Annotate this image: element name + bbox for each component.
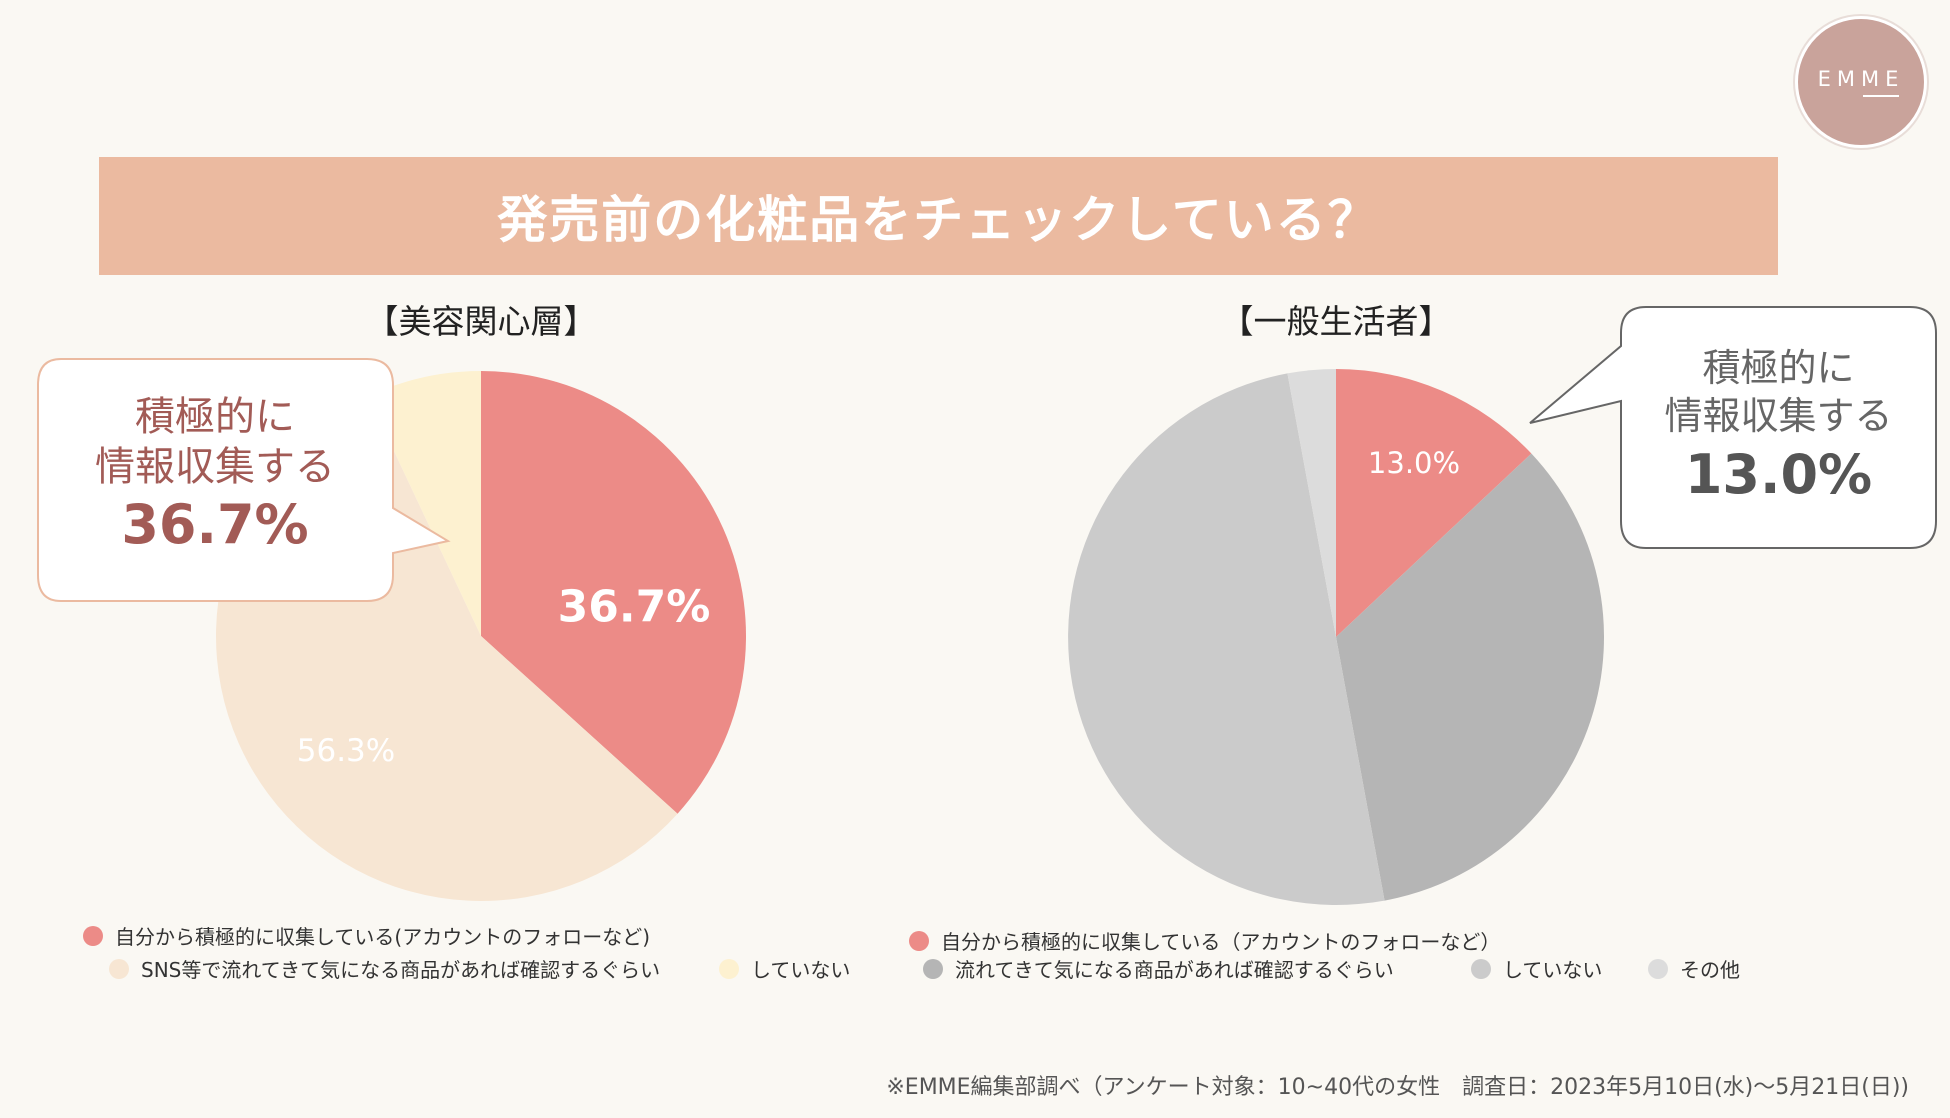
legend-item-general-none: していない [1471,954,1602,983]
legend-label: SNS等で流れてきて気になる商品があれば確認するぐらい [141,958,661,982]
callout-beauty: 積極的に 情報収集する 36.7% [37,358,451,602]
pie-slice-1-1 [1336,453,1604,901]
callout-value: 13.0% [1684,443,1873,506]
legend-swatch [719,958,739,979]
callout-bubble-shape [37,358,451,602]
callout-line1: 積極的に [135,394,295,440]
legend-swatch [909,930,929,951]
legend-label: 自分から積極的に収集している(アカウントのフォローなど) [115,925,651,949]
legend-label: 自分から積極的に収集している（アカウントのフォローなど） [941,930,1501,954]
legend-item-general-other: その他 [1648,954,1740,983]
callout-line2: 情報収集する [1664,394,1893,438]
emme-logo: EMME [1795,16,1927,148]
legend-swatch [109,958,129,979]
callout-value: 36.7% [121,493,309,556]
legend-swatch [83,925,103,946]
legend-label: していない [751,958,851,982]
pie-slice-0-2 [368,371,481,636]
page-title: 発売前の化粧品をチェックしている？ [497,191,1380,249]
slice-label-beauty-active: 36.7% [557,581,711,633]
pie-slice-1-2 [1068,373,1385,905]
chart-title-general: 【一般生活者】 [1220,302,1452,341]
pie-slice-1-3 [1287,369,1336,637]
callout-general: 積極的に 情報収集する 13.0% [1528,306,1938,550]
footnote: ※EMME編集部調べ（アンケート対象：10~40代の女性 調査日：2023年5月… [886,1075,1909,1100]
pie-slice-1-0 [1336,369,1532,637]
pie-slice-0-0 [481,371,747,814]
slice-label-general-active: 13.0% [1367,446,1461,480]
callout-bubble-shape [1529,306,1937,549]
legend-swatch [923,958,943,979]
callout-line1: 積極的に [1702,346,1855,390]
chart-title-beauty: 【美容関心層】 [365,302,597,341]
legend-item-general-flow: 流れてきて気になる商品があれば確認するぐらい [923,954,1394,983]
legend-swatch [1648,958,1668,979]
legend-item-general-active: 自分から積極的に収集している（アカウントのフォローなど） [909,926,1500,955]
legend-item-beauty-active: 自分から積極的に収集している(アカウントのフォローなど) [83,921,650,950]
legend-item-beauty-sns: SNS等で流れてきて気になる商品があれば確認するぐらい [109,954,660,983]
callout-line2: 情報収集する [95,444,335,490]
legend-label: 流れてきて気になる商品があれば確認するぐらい [955,958,1394,982]
logo-text: EMME [1817,67,1905,91]
legend-swatch [1471,958,1491,979]
legend-item-beauty-none: していない [719,954,850,983]
title-banner: 発売前の化粧品をチェックしている？ [99,157,1778,275]
slice-label-beauty-sns: 56.3% [296,733,396,769]
legend-label: その他 [1680,958,1740,982]
legend-label: していない [1503,958,1603,982]
logo-underline [1863,95,1899,97]
